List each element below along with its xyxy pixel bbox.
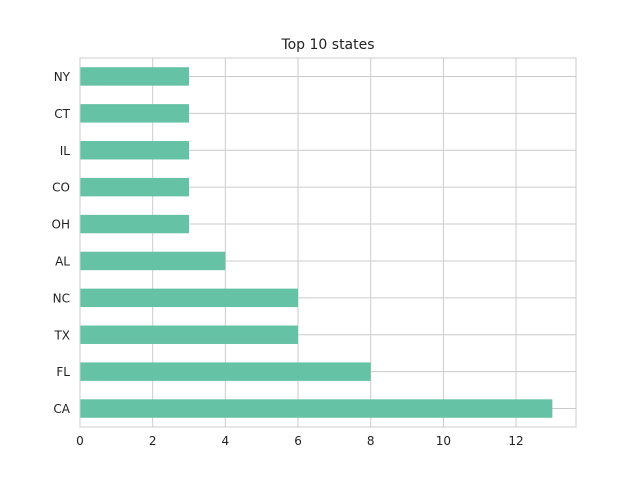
- bar-al: [80, 251, 226, 271]
- bar-nc: [80, 288, 299, 308]
- bar-ct: [80, 104, 190, 123]
- bar-oh: [80, 214, 190, 234]
- bar-tx: [80, 325, 299, 344]
- x-tick-label: 12: [508, 434, 523, 448]
- x-tick-label: 4: [222, 434, 230, 448]
- plot-frame: [79, 57, 577, 428]
- bar-ca: [80, 399, 553, 418]
- bar-co: [80, 177, 190, 197]
- y-tick-label: NY: [54, 70, 71, 84]
- y-tick-label: OH: [52, 218, 70, 232]
- bar-ny: [80, 67, 190, 86]
- x-tick-label: 10: [436, 434, 451, 448]
- chart-title: Top 10 states: [280, 37, 374, 53]
- y-tick-label: NC: [53, 291, 70, 305]
- x-tick-label: 8: [367, 434, 375, 448]
- y-tick-label: CT: [54, 107, 70, 121]
- y-tick-label: CA: [53, 402, 70, 416]
- x-tick-label: 6: [294, 434, 302, 448]
- bar-il: [80, 141, 190, 160]
- y-tick-label: FL: [56, 365, 70, 379]
- y-tick-label: AL: [55, 254, 70, 268]
- x-tick-label: 0: [76, 434, 84, 448]
- y-tick-label: IL: [60, 144, 71, 158]
- y-axis-tick-labels: CA FL TX NC AL OH CO IL CT NY: [52, 70, 71, 416]
- bar-fl: [80, 362, 371, 381]
- y-tick-label: CO: [52, 181, 70, 195]
- y-tick-label: TX: [53, 328, 70, 342]
- x-axis-tick-labels: 0 2 4 6 8 10 12: [76, 434, 524, 448]
- bars: [80, 67, 553, 418]
- x-tick-label: 2: [149, 434, 157, 448]
